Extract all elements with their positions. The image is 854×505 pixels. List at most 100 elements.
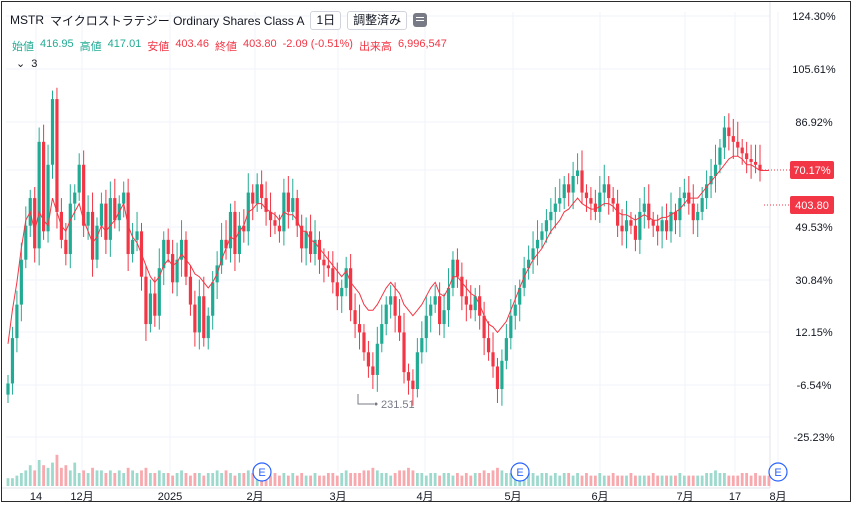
candle-body bbox=[300, 225, 304, 249]
volume-bar bbox=[28, 465, 32, 486]
candle-body bbox=[273, 220, 277, 226]
volume-bar bbox=[135, 473, 139, 486]
candle-body bbox=[264, 198, 268, 212]
indicator-toggle[interactable]: ⌄ 3 bbox=[16, 57, 38, 71]
volume-bar bbox=[456, 473, 459, 486]
volume-bar bbox=[656, 475, 660, 486]
volume-bar bbox=[451, 475, 455, 486]
volume-bar bbox=[331, 473, 335, 486]
volume-bar bbox=[536, 475, 539, 486]
volume-bar bbox=[211, 473, 215, 486]
candle-body bbox=[384, 304, 388, 325]
candle-body bbox=[455, 259, 460, 277]
volume-bar bbox=[42, 465, 45, 486]
volume-bar bbox=[206, 473, 210, 486]
adjustment-button[interactable]: 調整済み bbox=[347, 10, 408, 30]
volume-bar bbox=[674, 475, 677, 486]
volume-bar bbox=[278, 475, 281, 486]
candle-body bbox=[758, 164, 762, 171]
volume-bar bbox=[473, 473, 477, 486]
volume-bar bbox=[148, 473, 152, 486]
volume-bar bbox=[540, 473, 544, 486]
candle-body bbox=[558, 198, 562, 204]
candle-body bbox=[144, 276, 148, 325]
candle-body bbox=[237, 225, 241, 255]
candle-body bbox=[277, 225, 282, 232]
volume-bar bbox=[642, 475, 646, 486]
volume-bar bbox=[420, 473, 424, 486]
x-tick-label: 6月 bbox=[591, 491, 608, 503]
settings-icon[interactable] bbox=[413, 13, 428, 27]
x-tick-label: 2月 bbox=[246, 491, 263, 503]
volume-bar bbox=[313, 473, 317, 486]
volume-bar bbox=[318, 475, 321, 486]
candle-body bbox=[709, 175, 713, 185]
volume-bar bbox=[558, 475, 562, 486]
volume-bar bbox=[647, 475, 651, 486]
indicator-count: 3 bbox=[31, 57, 38, 70]
x-tick-label: 3月 bbox=[329, 491, 346, 503]
earnings-icon[interactable] bbox=[252, 462, 272, 482]
volume-bar bbox=[95, 470, 99, 486]
volume-bar bbox=[344, 470, 348, 486]
volume-bar bbox=[295, 475, 299, 486]
candle-body bbox=[286, 192, 290, 212]
candle-body bbox=[130, 239, 135, 255]
candle-body bbox=[486, 338, 491, 353]
earnings-icon[interactable] bbox=[510, 462, 530, 482]
percent-badge-label: 70.17% bbox=[793, 165, 831, 177]
candle-body bbox=[656, 225, 660, 232]
candle-body bbox=[731, 136, 735, 142]
volume-bar bbox=[398, 470, 401, 486]
candle-body bbox=[424, 315, 428, 339]
interval-button[interactable]: 1日 bbox=[310, 10, 342, 30]
volume-bar bbox=[429, 473, 433, 486]
volume-bar bbox=[629, 473, 633, 486]
price-badge-label: 403.80 bbox=[795, 200, 829, 212]
candle-body bbox=[495, 366, 500, 390]
candle-body bbox=[6, 383, 10, 395]
low-label: 安値 bbox=[147, 41, 170, 53]
y-tick-label: -25.23% bbox=[794, 432, 835, 444]
candle-body bbox=[113, 198, 117, 221]
candle-body bbox=[589, 198, 593, 204]
symbol-label[interactable]: MSTR bbox=[10, 13, 44, 27]
candle-body bbox=[629, 220, 633, 226]
volume-bar bbox=[122, 473, 126, 486]
volume-bar bbox=[82, 470, 86, 486]
candle-body bbox=[295, 198, 299, 226]
candle-body bbox=[513, 304, 517, 316]
volume-bar bbox=[362, 470, 366, 486]
volume-bar bbox=[549, 475, 553, 486]
candle-body bbox=[727, 127, 731, 137]
chevron-down-icon[interactable]: ⌄ bbox=[16, 58, 26, 70]
x-tick-label: 14 bbox=[30, 491, 42, 503]
volume-bar bbox=[73, 462, 77, 486]
volume-bar bbox=[77, 473, 81, 486]
candle-body bbox=[460, 276, 464, 297]
volume-bar bbox=[59, 467, 63, 486]
volume-bar bbox=[718, 473, 722, 486]
volume-bar bbox=[304, 475, 308, 486]
volume-bar bbox=[64, 465, 68, 486]
earnings-label: E bbox=[258, 467, 265, 479]
volume-bar bbox=[415, 473, 419, 486]
candle-body bbox=[611, 198, 615, 204]
candle-body bbox=[19, 259, 23, 305]
candle-body bbox=[10, 338, 15, 384]
volume-bar bbox=[678, 473, 682, 486]
volume-bar bbox=[220, 473, 223, 486]
candle-body bbox=[148, 293, 152, 325]
percent-badge bbox=[790, 161, 834, 179]
candle-body bbox=[722, 127, 727, 148]
candle-body bbox=[228, 211, 233, 249]
candle-body bbox=[549, 211, 553, 221]
candle-body bbox=[317, 239, 322, 260]
volume-bar bbox=[424, 475, 428, 486]
earnings-icon[interactable] bbox=[768, 462, 788, 482]
y-tick-label: 86.92% bbox=[795, 117, 833, 129]
volume-bar bbox=[758, 475, 762, 486]
volume-bar bbox=[367, 470, 370, 486]
volume-bar bbox=[51, 462, 54, 486]
